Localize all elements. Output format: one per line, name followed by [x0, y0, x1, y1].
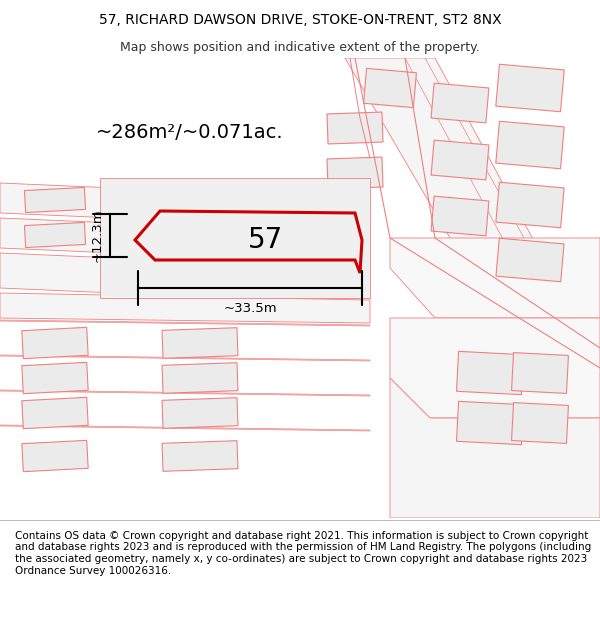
Polygon shape	[405, 58, 590, 363]
Text: Contains OS data © Crown copyright and database right 2021. This information is : Contains OS data © Crown copyright and d…	[15, 531, 591, 576]
Polygon shape	[162, 328, 238, 358]
Polygon shape	[512, 352, 568, 393]
Polygon shape	[364, 68, 416, 108]
Polygon shape	[457, 401, 524, 444]
Polygon shape	[431, 196, 489, 236]
Polygon shape	[22, 362, 88, 394]
Polygon shape	[0, 183, 115, 218]
Polygon shape	[0, 253, 115, 293]
Polygon shape	[457, 351, 524, 394]
Text: 57: 57	[247, 226, 283, 254]
Polygon shape	[496, 64, 564, 112]
Polygon shape	[162, 441, 238, 471]
Text: 57, RICHARD DAWSON DRIVE, STOKE-ON-TRENT, ST2 8NX: 57, RICHARD DAWSON DRIVE, STOKE-ON-TRENT…	[98, 12, 502, 27]
Polygon shape	[0, 425, 370, 431]
Text: Map shows position and indicative extent of the property.: Map shows position and indicative extent…	[120, 41, 480, 54]
Polygon shape	[327, 157, 383, 189]
Polygon shape	[431, 83, 489, 123]
Polygon shape	[345, 58, 600, 418]
Polygon shape	[22, 441, 88, 472]
Text: ~286m²/~0.071ac.: ~286m²/~0.071ac.	[96, 124, 284, 142]
Polygon shape	[162, 362, 238, 393]
Polygon shape	[100, 178, 370, 298]
Polygon shape	[22, 328, 88, 359]
Text: ~33.5m: ~33.5m	[223, 302, 277, 315]
Polygon shape	[496, 182, 564, 228]
Polygon shape	[0, 390, 370, 396]
Polygon shape	[496, 121, 564, 169]
Polygon shape	[25, 188, 86, 213]
Polygon shape	[0, 293, 370, 323]
Polygon shape	[435, 318, 600, 363]
Polygon shape	[431, 140, 489, 180]
Polygon shape	[390, 238, 600, 318]
Polygon shape	[25, 222, 86, 248]
Polygon shape	[0, 355, 370, 361]
Polygon shape	[496, 238, 564, 282]
Polygon shape	[390, 378, 600, 518]
Polygon shape	[390, 318, 600, 418]
Polygon shape	[0, 320, 370, 326]
Text: ~12.3m: ~12.3m	[91, 209, 104, 262]
Polygon shape	[22, 398, 88, 429]
Polygon shape	[162, 398, 238, 428]
Polygon shape	[0, 218, 115, 253]
Polygon shape	[327, 112, 383, 144]
Polygon shape	[512, 402, 568, 443]
